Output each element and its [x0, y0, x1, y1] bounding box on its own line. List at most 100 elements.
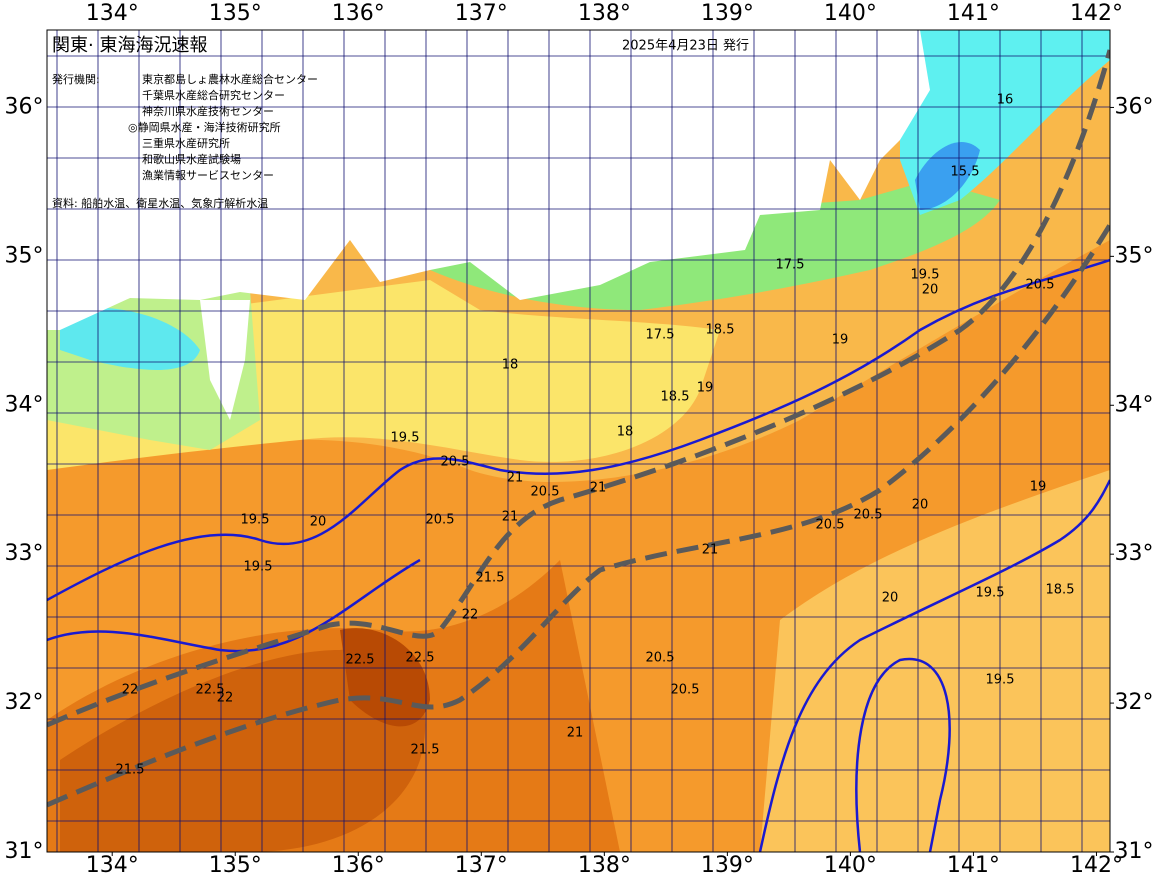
contour-label: 19.5 [391, 431, 420, 446]
lat-label: 35° [1115, 243, 1154, 268]
contour-label: 19 [832, 333, 849, 348]
contour-label: 22.5 [196, 683, 225, 698]
graticule [47, 30, 1110, 852]
contour-label: 20.5 [854, 508, 883, 523]
lat-label: 33° [1115, 541, 1154, 566]
lon-label: 137° [455, 853, 508, 878]
issuer: ◎静岡県水産・海洋技術研究所 [128, 120, 281, 134]
issue-date: 2025年4月23日 発行 [622, 39, 749, 54]
contour-label: 19 [697, 381, 714, 396]
lon-label: 140° [824, 1, 877, 26]
contour-label: 20.5 [426, 513, 455, 528]
lon-label: 134° [86, 853, 139, 878]
sea-bay-cold [60, 307, 200, 370]
axis-labels: 134° 134° 135° 135° 136° 136° 137° 137° 138° 138°… [5, 1, 1154, 878]
isotherms [47, 258, 1110, 852]
lat-label: 31° [5, 839, 44, 864]
map-frame [46, 29, 1111, 853]
contour-label: 19.5 [244, 560, 273, 575]
contour-label: 20.5 [671, 683, 700, 698]
isotherm [47, 258, 1110, 602]
isotherm [47, 558, 421, 653]
lon-label: 142° [1070, 1, 1123, 26]
source: 資料: 船舶水温、衛星水温、気象庁解析水温 [52, 196, 268, 210]
contour-label: 18.5 [706, 323, 735, 338]
contour-label: 21 [507, 471, 524, 486]
contour-label: 19.5 [241, 513, 270, 528]
lon-label: 138° [578, 853, 631, 878]
contour-label: 21 [590, 481, 607, 496]
issuer: 神奈川県水産技術センター [142, 104, 274, 118]
issuer: 千葉県水産総合研究センター [142, 88, 285, 102]
lon-label: 135° [209, 853, 262, 878]
contour-label: 21 [567, 726, 584, 741]
contour-label: 20.5 [816, 518, 845, 533]
contour-label: 20 [922, 283, 939, 298]
issuer: 漁業情報サービスセンター [142, 168, 274, 182]
lat-label: 32° [1115, 690, 1154, 715]
contour-label: 21 [702, 543, 719, 558]
contour-label: 15.5 [951, 165, 980, 180]
issuer-list: 東京都島しょ農林水産総合センター千葉県水産総合研究センター神奈川県水産技術センタ… [128, 72, 318, 182]
contour-label: 20.5 [646, 651, 675, 666]
contour-label: 19.5 [976, 586, 1005, 601]
lon-label: 141° [947, 1, 1000, 26]
sea-coldest-zone [915, 141, 980, 210]
contour-label: 18 [502, 358, 519, 373]
lat-label: 36° [5, 94, 44, 119]
contour-label: 18.5 [1046, 583, 1075, 598]
issuer: 和歌山県水産試験場 [142, 152, 241, 166]
lat-label: 34° [1115, 392, 1154, 417]
lon-label: 139° [701, 1, 754, 26]
issuer-label: 発行機関: [52, 72, 100, 86]
lon-label: 139° [701, 853, 754, 878]
contour-label: 22 [217, 691, 234, 706]
lat-label: 34° [5, 392, 44, 417]
contour-label: 21.5 [411, 743, 440, 758]
lon-label: 136° [332, 853, 385, 878]
lat-label: 36° [1115, 94, 1154, 119]
issuer: 東京都島しょ農林水産総合センター [142, 72, 318, 86]
sea-east-zone [760, 470, 1110, 852]
lon-label: 140° [824, 853, 877, 878]
contour-label: 19.5 [911, 268, 940, 283]
lon-label: 142° [1070, 853, 1123, 878]
contour-label: 22.5 [346, 653, 375, 668]
lat-label: 33° [5, 541, 44, 566]
contour-label: 21 [502, 510, 519, 525]
lon-label: 141° [947, 853, 1000, 878]
contour-label: 22.5 [406, 651, 435, 666]
isotherm [855, 657, 951, 852]
lat-label: 35° [5, 243, 44, 268]
contour-label: 21.5 [116, 763, 145, 778]
lat-label: 32° [5, 690, 44, 715]
contour-label: 20 [310, 515, 327, 530]
contour-label: 20.5 [531, 485, 560, 500]
lon-label: 136° [332, 1, 385, 26]
lon-label: 135° [209, 1, 262, 26]
contour-label: 20 [912, 498, 929, 513]
contour-label: 20 [882, 591, 899, 606]
contour-label: 19.5 [986, 673, 1015, 688]
current-axis-line [47, 223, 1110, 808]
contour-label: 17.5 [646, 328, 675, 343]
contour-label: 21.5 [476, 571, 505, 586]
land-peninsula [200, 300, 250, 420]
contour-label: 20.5 [1026, 278, 1055, 293]
contour-label: 20.5 [441, 455, 470, 470]
contour-label: 17.5 [776, 258, 805, 273]
isotherm [758, 479, 1110, 852]
contour-label: 22 [462, 608, 479, 623]
contour-label: 18 [617, 425, 634, 440]
issuer: 三重県水産研究所 [142, 136, 230, 150]
lon-label: 138° [578, 1, 631, 26]
land [47, 30, 930, 330]
current-axis-line [47, 49, 1110, 728]
lat-label: 31° [1115, 839, 1154, 864]
map-title: 関東· 東海海況速報 [52, 35, 207, 56]
contour-label: 19 [1030, 480, 1047, 495]
current-axis [47, 49, 1110, 808]
